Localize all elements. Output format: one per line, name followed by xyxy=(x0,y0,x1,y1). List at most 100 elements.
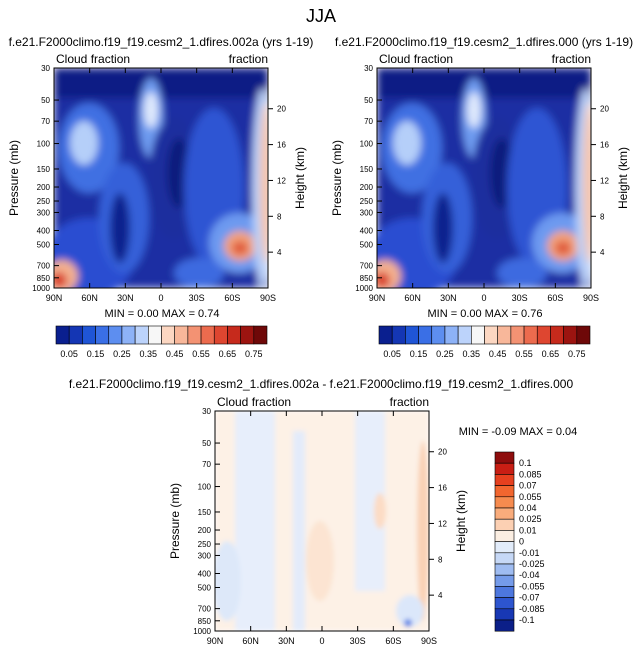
axes-layer: 90N 60N 30N 0 30S 60S 90S305070100150200250300… xyxy=(7,64,630,646)
y-axis-title: Pressure (mb) xyxy=(168,483,182,559)
x-tick-label: 0 xyxy=(319,636,324,646)
colorbar-swatch xyxy=(55,325,70,345)
y2-tick-label: 20 xyxy=(600,105,609,114)
panel-3-heatmap xyxy=(215,411,429,631)
panel-3-left-label: Cloud fraction xyxy=(217,395,291,409)
colorbar-swatch xyxy=(494,462,515,475)
colorbar-swatch xyxy=(494,619,515,632)
colorbar-label: -0.04 xyxy=(519,570,540,580)
colorbar-swatch xyxy=(494,507,515,520)
colorbar-label: 0.75 xyxy=(245,349,263,359)
colorbar-panel-1: 0.05 0.15 0.25 0.35 0.45 0.55 0.65 0.75 xyxy=(55,325,268,359)
y2-tick-label: 20 xyxy=(277,105,286,114)
x-tick-label: 30N xyxy=(117,293,134,303)
y2-tick-label: 12 xyxy=(600,176,609,185)
y-tick-label: 70 xyxy=(41,117,50,126)
colorbar-swatch xyxy=(563,325,578,345)
y-tick-label: 850 xyxy=(37,274,51,283)
colorbar-panel-2: 0.05 0.15 0.25 0.35 0.45 0.55 0.65 0.75 xyxy=(378,325,591,359)
colorbar-swatch xyxy=(494,597,515,610)
y2-tick-label: 16 xyxy=(600,141,609,150)
colorbar-label: 0.45 xyxy=(166,349,184,359)
colorbar-swatch xyxy=(523,325,538,345)
y2-tick-label: 4 xyxy=(600,248,605,257)
y-tick-label: 200 xyxy=(360,183,374,192)
x-tick-label: 0 xyxy=(158,293,163,303)
colorbar-label: -0.1 xyxy=(519,615,535,625)
y-tick-label: 50 xyxy=(202,439,211,448)
colorbar-swatch xyxy=(121,325,136,345)
colorbar-label: 0.05 xyxy=(383,349,401,359)
colorbar-swatch xyxy=(471,325,485,345)
y-tick-label: 50 xyxy=(41,96,50,105)
x-tick-label: 30N xyxy=(440,293,457,303)
y2-axis-title: Height (km) xyxy=(293,147,307,209)
colorbar-label: 0.55 xyxy=(515,349,533,359)
colorbar-swatch xyxy=(378,325,393,345)
colorbar-label: 0.45 xyxy=(489,349,507,359)
colorbar-swatch xyxy=(494,552,515,565)
y-tick-label: 50 xyxy=(364,96,373,105)
y-tick-label: 500 xyxy=(198,584,212,593)
y-tick-label: 850 xyxy=(360,274,374,283)
colorbar-label: -0.01 xyxy=(519,548,540,558)
colorbar-swatch xyxy=(95,325,110,345)
colorbar-label: 0.15 xyxy=(87,349,105,359)
colorbar-swatch xyxy=(161,325,175,345)
colorbar-label: 0.25 xyxy=(113,349,131,359)
colorbar-label: 0.1 xyxy=(519,458,532,468)
panel-2: f.e21.F2000climo.f19_f19.cesm2_1.dfires.… xyxy=(335,35,633,320)
panel-1-minmax: MIN = 0.00 MAX = 0.74 xyxy=(105,308,220,320)
y-tick-label: 500 xyxy=(360,241,374,250)
colorbar-label: -0.025 xyxy=(519,559,545,569)
colorbar-swatch xyxy=(82,325,96,345)
x-tick-label: 60N xyxy=(242,636,259,646)
y-tick-label: 300 xyxy=(37,208,51,217)
y-tick-label: 300 xyxy=(198,551,212,560)
panel-3-right-label: fraction xyxy=(390,395,429,409)
x-tick-label: 90S xyxy=(421,636,437,646)
y-tick-label: 30 xyxy=(364,64,373,73)
y-tick-label: 500 xyxy=(37,241,51,250)
colorbar-label: 0.04 xyxy=(519,503,537,513)
colorbar-swatch xyxy=(108,325,123,345)
y-axis-title: Pressure (mb) xyxy=(330,140,344,216)
colorbar-difference: 0.10.0850.070.0550.040.0250.010-0.01-0.0… xyxy=(494,451,545,632)
colorbar-swatch xyxy=(494,574,515,587)
colorbar-label: 0.75 xyxy=(568,349,586,359)
y-tick-label: 850 xyxy=(198,617,212,626)
panel-2-axes: 90N 60N 30N 0 30S 60S 90S 30 50 70 100 150 200 250 300… xyxy=(330,64,630,303)
y2-tick-label: 20 xyxy=(438,448,447,457)
y2-axis-title: Height (km) xyxy=(454,490,468,552)
panel-3-minmax: MIN = -0.09 MAX = 0.04 xyxy=(459,426,578,438)
x-tick-label: 30S xyxy=(512,293,528,303)
y-tick-label: 70 xyxy=(202,460,211,469)
y-tick-label: 700 xyxy=(360,262,374,271)
colorbar-swatch xyxy=(494,530,515,542)
colorbar-label: 0.05 xyxy=(60,349,78,359)
colorbar-label: 0.085 xyxy=(519,469,542,479)
y2-tick-label: 8 xyxy=(438,555,443,564)
colorbar-label: -0.055 xyxy=(519,581,545,591)
y2-tick-label: 12 xyxy=(438,519,447,528)
y-tick-label: 400 xyxy=(198,570,212,579)
colorbar-swatch xyxy=(227,325,241,345)
y-tick-label: 100 xyxy=(37,140,51,149)
colorbar-swatch xyxy=(174,325,189,345)
panel-3: f.e21.F2000climo.f19_f19.cesm2_1.dfires.… xyxy=(69,377,578,632)
colorbar-label: -0.07 xyxy=(519,593,540,603)
colorbar-swatch xyxy=(431,325,446,345)
colorbar-swatch xyxy=(391,325,406,345)
colorbar-swatch xyxy=(484,325,498,345)
x-tick-label: 30S xyxy=(350,636,366,646)
y-tick-label: 200 xyxy=(37,183,51,192)
colorbar-swatch xyxy=(457,325,472,345)
x-tick-label: 60S xyxy=(224,293,240,303)
y-tick-label: 100 xyxy=(360,140,374,149)
panel-2-title: f.e21.F2000climo.f19_f19.cesm2_1.dfires.… xyxy=(335,35,633,49)
y2-tick-label: 8 xyxy=(600,212,605,221)
panel-1-right-label: fraction xyxy=(229,52,268,66)
x-tick-label: 30N xyxy=(278,636,295,646)
colorbar-label: 0.55 xyxy=(192,349,210,359)
